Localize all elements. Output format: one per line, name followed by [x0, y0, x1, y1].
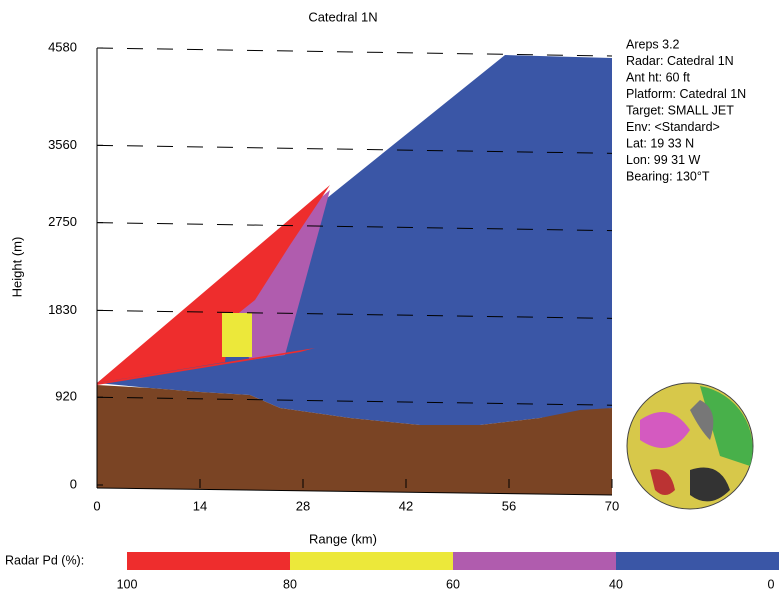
y-tick-label: 920: [55, 389, 77, 404]
info-line: Env: <Standard>: [626, 120, 720, 134]
info-line: Platform: Catedral 1N: [626, 87, 746, 101]
x-axis-title: Range (km): [309, 531, 377, 546]
coverage-diagram: [97, 55, 612, 495]
colorbar-tick-label: 60: [446, 577, 460, 591]
colorbar-segment: [453, 552, 616, 570]
y-axis-title: Height (m): [9, 237, 24, 298]
info-line: Areps 3.2: [626, 37, 680, 51]
chart-title: Catedral 1N: [308, 9, 377, 24]
colorbar-segment: [290, 552, 453, 570]
info-line: Lon: 99 31 W: [626, 153, 701, 167]
x-tick-label: 28: [296, 498, 310, 513]
info-line: Radar: Catedral 1N: [626, 54, 734, 68]
map-thumbnail: [627, 383, 753, 509]
info-line: Bearing: 130°T: [626, 169, 710, 183]
x-tick-label: 14: [193, 498, 207, 513]
x-tick-label: 0: [93, 498, 100, 513]
y-tick-label: 4580: [48, 39, 77, 54]
info-line: Target: SMALL JET: [626, 103, 734, 117]
colorbar-tick-label: 0: [768, 577, 775, 591]
colorbar-tick-label: 80: [283, 577, 297, 591]
coverage-yellow: [222, 313, 252, 357]
x-tick-label: 42: [399, 498, 413, 513]
chart: Catedral 1N Range (km) Height (m) 0 920 18…: [0, 0, 779, 593]
grid-line: [97, 48, 612, 56]
colorbar-label: Radar Pd (%):: [5, 553, 84, 567]
x-tick-label: 70: [605, 498, 619, 513]
info-line: Ant ht: 60 ft: [626, 70, 690, 84]
colorbar-segment: [127, 552, 290, 570]
y-tick-label: 3560: [48, 137, 77, 152]
y-tick-label: 0: [70, 476, 77, 491]
colorbar-tick-label: 40: [609, 577, 623, 591]
x-tick-label: 56: [502, 498, 516, 513]
y-tick-label: 2750: [48, 214, 77, 229]
colorbar-segment: [616, 552, 779, 570]
y-tick-label: 1830: [48, 302, 77, 317]
colorbar-tick-label: 100: [117, 577, 138, 591]
info-line: Lat: 19 33 N: [626, 136, 694, 150]
